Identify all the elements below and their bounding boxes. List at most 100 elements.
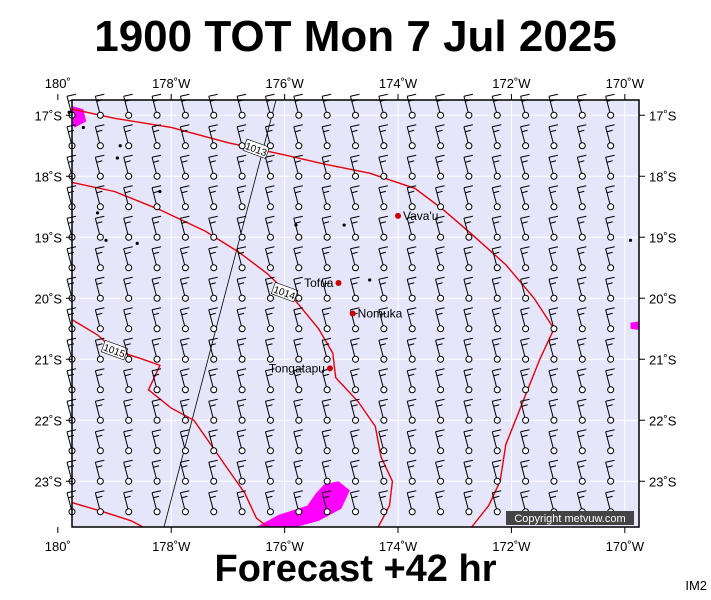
wind-barb (179, 215, 190, 241)
lon-label-bottom: 176˚W (265, 539, 304, 554)
wind-barb (94, 307, 105, 333)
wind-barb (94, 246, 105, 272)
lat-label-left: 19˚S (35, 230, 63, 245)
wind-barb (463, 215, 474, 241)
wind-barb (179, 337, 190, 363)
wind-barb (293, 185, 303, 211)
wind-barb (293, 337, 303, 363)
wind-barb (94, 429, 105, 455)
copyright-box: Copyright metvuw.com (506, 511, 634, 525)
wind-barb (151, 398, 162, 424)
lon-label-bottom: 174˚W (379, 539, 418, 554)
wind-barb (463, 368, 474, 394)
wind-barb (264, 215, 275, 241)
wind-barb (520, 246, 530, 272)
wind-barb (123, 490, 133, 516)
wind-barb (123, 307, 133, 333)
wind-barb (491, 429, 502, 455)
wind-barb (208, 337, 218, 363)
wind-barb (548, 185, 559, 211)
wind-barb (208, 429, 218, 455)
wind-barb (463, 459, 474, 485)
wind-barb (435, 490, 445, 516)
wind-barb (321, 154, 332, 180)
wind-barb (605, 246, 615, 272)
wind-barb (123, 154, 133, 180)
wind-barb (491, 368, 502, 394)
wind-barb (463, 124, 474, 150)
wind-barb (151, 307, 162, 333)
wind-barb (236, 154, 247, 180)
wind-barb (520, 276, 530, 302)
wind-barb (605, 276, 615, 302)
wind-barb (463, 490, 474, 516)
lon-label-top: 178˚W (152, 76, 191, 91)
wind-barb (576, 398, 587, 424)
wind-barb (151, 185, 162, 211)
wind-barb (520, 215, 530, 241)
wind-barb (605, 124, 615, 150)
map-frame (71, 99, 640, 528)
lat-label-left: 18˚S (35, 169, 63, 184)
wind-barb (350, 337, 360, 363)
wind-barb (463, 337, 474, 363)
wind-barb (520, 307, 530, 333)
wind-barb (123, 124, 133, 150)
wind-barb (350, 246, 360, 272)
island-dot (135, 241, 139, 245)
image-code: IM2 (685, 578, 707, 593)
wind-barb (236, 368, 247, 394)
wind-barb (548, 337, 559, 363)
wind-barb (321, 307, 332, 333)
wind-barb (406, 154, 417, 180)
wind-barb (151, 490, 162, 516)
wind-barb (548, 368, 559, 394)
wind-barb (605, 337, 615, 363)
wind-barb (293, 246, 303, 272)
wind-barb (208, 276, 218, 302)
wind-barb (350, 215, 360, 241)
wind-barb (520, 154, 530, 180)
isobar-line (71, 181, 394, 528)
wind-barb (94, 124, 105, 150)
wind-barb (293, 490, 303, 516)
wind-barb (321, 185, 332, 211)
wind-barb (350, 154, 360, 180)
wind-barb (236, 307, 247, 333)
wind-barb (406, 276, 417, 302)
wind-barb (435, 368, 445, 394)
wind-barb (208, 154, 218, 180)
wind-barb (321, 276, 332, 302)
place-marker (335, 280, 342, 286)
wind-barb (179, 246, 190, 272)
wind-barb (350, 429, 360, 455)
wind-barb (94, 276, 105, 302)
wind-barb (151, 124, 162, 150)
precipitation-patch (630, 321, 639, 330)
lon-label-top: 176˚W (265, 76, 304, 91)
axis-ticks: 180˚ 180˚ 178˚W 178˚W 176˚W 176˚W 174˚W 174˚W 17… (35, 76, 677, 554)
wind-barb (236, 276, 247, 302)
lat-label-right: 20˚S (649, 291, 677, 306)
wind-barb (264, 337, 275, 363)
precipitation-patch (256, 481, 350, 527)
place-marker (326, 365, 333, 372)
wind-barb (236, 398, 247, 424)
wind-barb (236, 124, 247, 150)
place-label: Nomuka (358, 307, 403, 321)
wind-barb (236, 337, 247, 363)
wind-barb (151, 246, 162, 272)
wind-barb (378, 398, 388, 424)
wind-barb (378, 124, 388, 150)
wind-barb (350, 459, 360, 485)
wind-barb (350, 185, 360, 211)
wind-barb (179, 398, 190, 424)
island-dot (342, 223, 346, 227)
wind-barb (264, 429, 275, 455)
wind-barb (406, 307, 417, 333)
wind-barb (491, 154, 502, 180)
wind-barb (208, 246, 218, 272)
wind-barb (435, 276, 445, 302)
wind-barb (576, 368, 587, 394)
